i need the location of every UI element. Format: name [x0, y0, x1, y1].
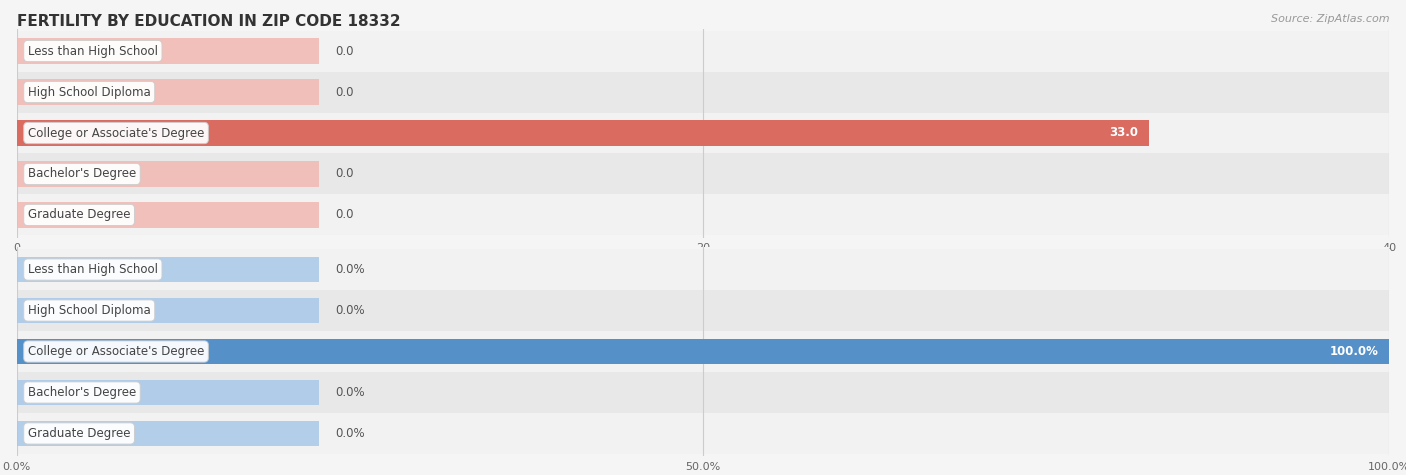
Text: 0.0%: 0.0%: [335, 263, 366, 276]
Bar: [17, 413, 1389, 454]
Text: College or Associate's Degree: College or Associate's Degree: [28, 345, 204, 358]
Bar: [17, 298, 319, 323]
Bar: [17, 202, 319, 228]
Text: 0.0: 0.0: [335, 86, 354, 98]
Bar: [17, 79, 319, 104]
Bar: [17, 153, 1389, 194]
Text: Graduate Degree: Graduate Degree: [28, 427, 131, 440]
Text: Bachelor's Degree: Bachelor's Degree: [28, 168, 136, 180]
Text: Source: ZipAtlas.com: Source: ZipAtlas.com: [1271, 14, 1389, 24]
Bar: [17, 162, 319, 187]
Text: College or Associate's Degree: College or Associate's Degree: [28, 126, 204, 140]
Text: 0.0%: 0.0%: [335, 386, 366, 399]
Text: FERTILITY BY EDUCATION IN ZIP CODE 18332: FERTILITY BY EDUCATION IN ZIP CODE 18332: [17, 14, 401, 29]
Text: 0.0%: 0.0%: [335, 304, 366, 317]
Bar: [17, 339, 1389, 364]
Text: Bachelor's Degree: Bachelor's Degree: [28, 386, 136, 399]
Text: High School Diploma: High School Diploma: [28, 86, 150, 98]
Bar: [17, 194, 1389, 236]
Bar: [17, 72, 1389, 113]
Bar: [17, 257, 319, 282]
Text: Graduate Degree: Graduate Degree: [28, 209, 131, 221]
Text: 0.0: 0.0: [335, 209, 354, 221]
Bar: [17, 120, 1149, 146]
Bar: [17, 421, 319, 446]
Bar: [17, 290, 1389, 331]
Text: 0.0: 0.0: [335, 168, 354, 180]
Bar: [17, 113, 1389, 153]
Text: Less than High School: Less than High School: [28, 45, 157, 57]
Text: 0.0: 0.0: [335, 45, 354, 57]
Bar: [17, 249, 1389, 290]
Text: 33.0: 33.0: [1109, 126, 1137, 140]
Bar: [17, 38, 319, 64]
Bar: [17, 30, 1389, 72]
Text: 0.0%: 0.0%: [335, 427, 366, 440]
Bar: [17, 331, 1389, 372]
Bar: [17, 372, 1389, 413]
Bar: [17, 380, 319, 405]
Text: 100.0%: 100.0%: [1329, 345, 1378, 358]
Text: High School Diploma: High School Diploma: [28, 304, 150, 317]
Text: Less than High School: Less than High School: [28, 263, 157, 276]
